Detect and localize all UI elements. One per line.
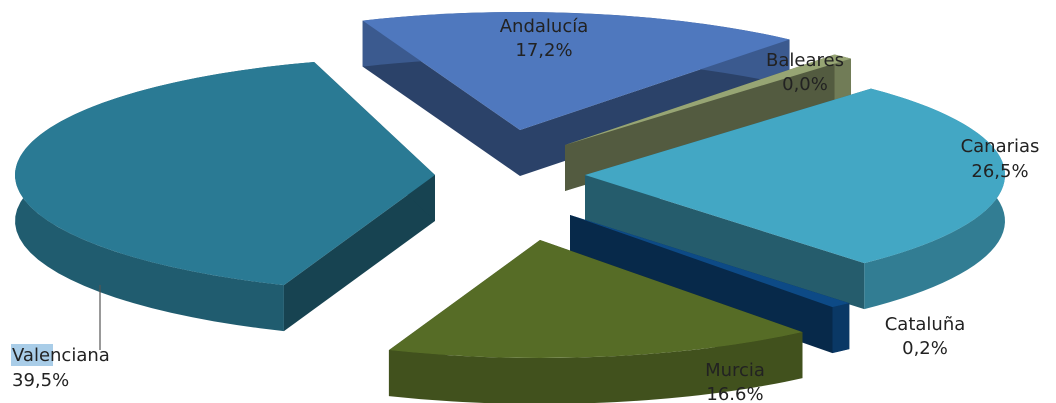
label-cataluna-name: Cataluña xyxy=(885,314,966,335)
label-canarias-name: Canarias xyxy=(961,136,1040,157)
label-murcia-value: 16.6% xyxy=(706,384,763,403)
slice-canarias xyxy=(585,88,1006,310)
slice-group xyxy=(15,12,1006,403)
label-baleares-value: 0,0% xyxy=(782,74,828,95)
label-andalucia-name: Andalucía xyxy=(500,16,589,37)
slice-cataluna xyxy=(570,215,850,354)
slice-baleares xyxy=(565,54,852,191)
label-cataluna-value: 0,2% xyxy=(902,338,948,359)
label-valenciana-value: 39,5% xyxy=(12,370,69,391)
label-andalucia-value: 17,2% xyxy=(515,40,572,61)
label-murcia-name: Murcia xyxy=(705,360,765,381)
slice-valenciana xyxy=(15,61,435,332)
slice-murcia xyxy=(388,240,803,403)
label-highlight xyxy=(11,344,53,366)
label-canarias-value: 26,5% xyxy=(971,161,1028,182)
label-valenciana-name: Valenciana xyxy=(12,345,110,366)
label-baleares-name: Baleares xyxy=(766,50,844,71)
